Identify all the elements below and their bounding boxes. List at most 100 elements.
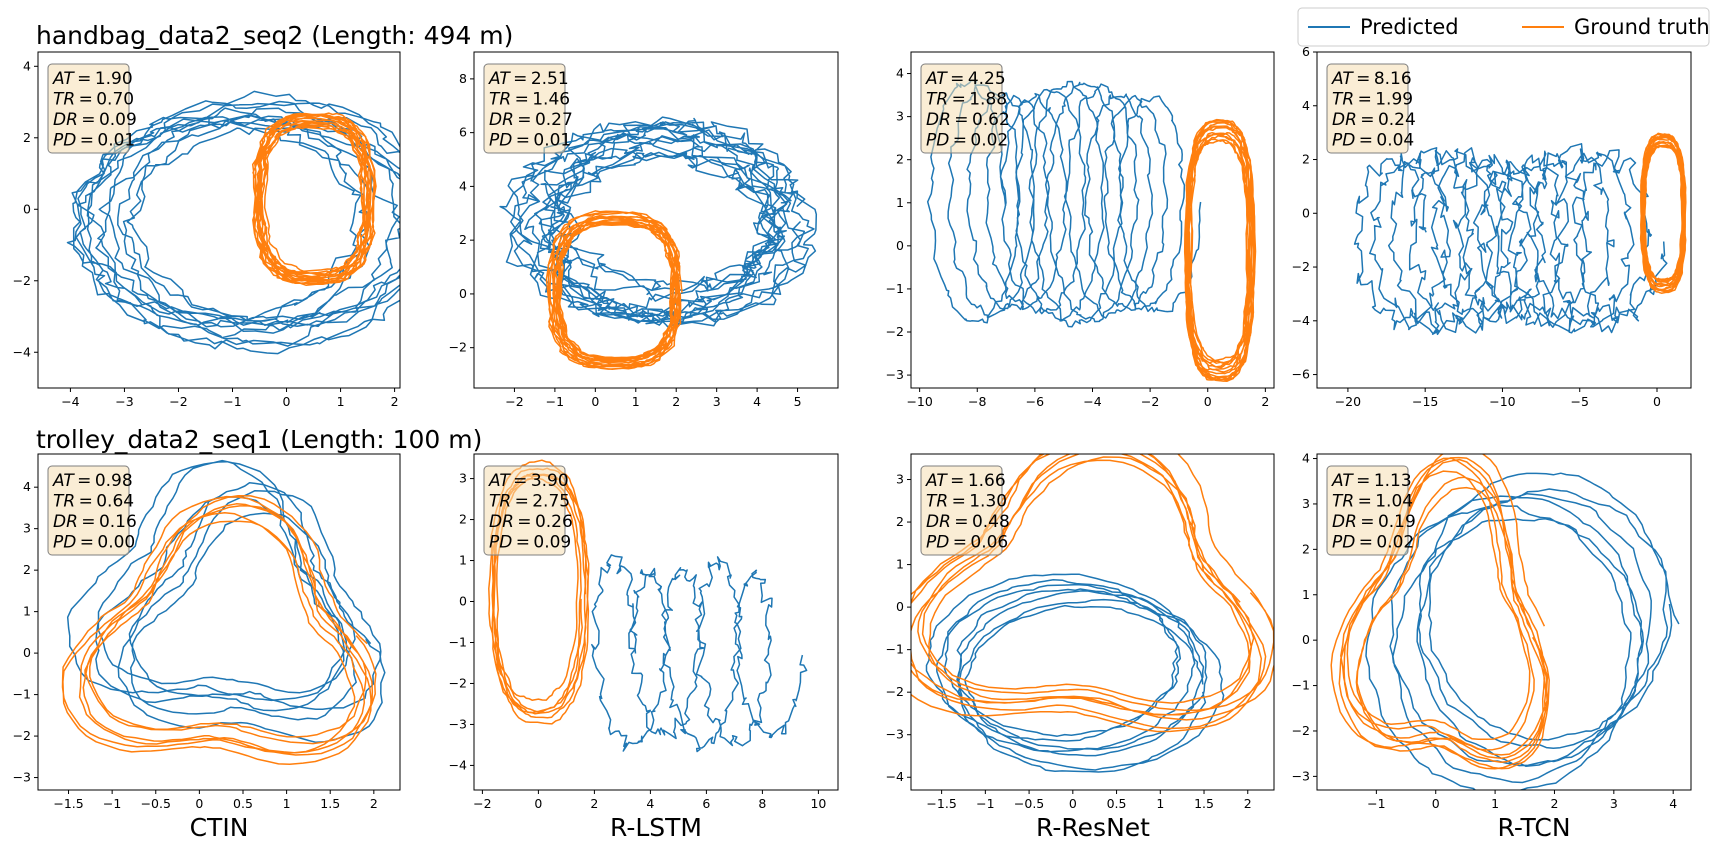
x-tick-label: 4	[646, 796, 654, 811]
y-tick-label: 4	[1302, 451, 1310, 466]
y-tick-label: −4	[886, 769, 904, 784]
panel-trolley-ctin: −1.5 −1 −0.5 0 0.5 1 1.5 2 −3 −2 −1 0 1 2 3 4 AT = 0.98T…	[13, 453, 401, 811]
metric-at: AT = 1.66	[925, 471, 1006, 491]
metrics-box	[920, 63, 1003, 154]
metrics-box	[47, 63, 130, 154]
y-tick-label: 4	[1302, 98, 1310, 113]
y-tick-label: 2	[896, 514, 904, 529]
x-tick-label: −4	[61, 394, 79, 409]
axes-frame	[910, 453, 1275, 791]
metric-dr: DR = 0.48	[926, 512, 1010, 532]
y-tick-label: 0	[459, 286, 467, 301]
metric-dr: DR = 0.62	[926, 110, 1010, 130]
series-line-ground-truth	[1639, 132, 1687, 294]
legend: Predicted Ground truth	[1297, 7, 1710, 47]
x-tick-label: 0	[1432, 796, 1440, 811]
metric-pd: PD = 0.04	[1332, 131, 1414, 151]
x-tick-label: 1	[283, 796, 291, 811]
y-tick-label: 3	[896, 472, 904, 487]
metric-pd: PD = 0.01	[53, 131, 135, 151]
series-line-predicted	[591, 554, 808, 753]
metrics-box	[920, 465, 1003, 556]
metrics-box	[483, 465, 566, 556]
y-tick-label: 2	[23, 130, 31, 145]
y-tick-label: 4	[459, 178, 467, 193]
y-tick-label: −2	[449, 675, 467, 690]
panel-trolley-r-resnet: −1.5 −1 −0.5 0 0.5 1 1.5 2 −4 −3 −2 −1 0 1 2 3 AT = 1.66…	[886, 453, 1275, 811]
y-tick-label: 1	[896, 557, 904, 572]
plot-area	[1353, 132, 1687, 336]
y-tick-label: −2	[886, 684, 904, 699]
metric-pd: PD = 0.00	[53, 533, 135, 553]
y-tick-label: 3	[1302, 496, 1310, 511]
y-tick-label: 6	[459, 125, 467, 140]
metric-tr: TR = 0.64	[53, 492, 134, 512]
series-line-ground-truth	[251, 112, 377, 287]
x-tick-label: −1	[1367, 796, 1385, 811]
y-tick-label: 2	[23, 562, 31, 577]
plot-area	[61, 459, 386, 766]
plot-area	[499, 116, 818, 370]
plot-area	[1330, 454, 1680, 790]
row-title-handbag: handbag_data2_seq2 (Length: 494 m)	[36, 21, 513, 50]
y-tick-label: 3	[896, 109, 904, 124]
y-tick-label: 3	[23, 521, 31, 536]
y-tick-label: 1	[23, 604, 31, 619]
y-tick-label: 2	[1302, 541, 1310, 556]
x-tick-label: 1.5	[1194, 796, 1214, 811]
x-tick-label: 0	[283, 394, 291, 409]
y-tick-label: 4	[23, 479, 31, 494]
metrics-box	[47, 465, 130, 556]
y-tick-label: 0	[896, 238, 904, 253]
x-tick-label: −20	[1335, 394, 1361, 409]
metric-at: AT = 0.98	[52, 471, 133, 491]
metric-tr: TR = 1.88	[926, 90, 1007, 110]
row-title-trolley: trolley_data2_seq1 (Length: 100 m)	[36, 425, 482, 454]
y-tick-label: −6	[1292, 367, 1310, 382]
series-line-predicted	[1353, 143, 1668, 336]
y-tick-label: 0	[1302, 205, 1310, 220]
metric-dr: DR = 0.19	[1332, 512, 1416, 532]
x-tick-label: −4	[1083, 394, 1101, 409]
legend-ground-truth-label: Ground truth	[1574, 15, 1710, 39]
metric-tr: TR = 0.70	[53, 90, 134, 110]
metric-dr: DR = 0.16	[53, 512, 137, 532]
x-tick-label: 2	[370, 796, 378, 811]
metric-tr: TR = 2.75	[489, 492, 570, 512]
y-tick-label: 4	[896, 66, 904, 81]
y-tick-label: 3	[459, 471, 467, 486]
metric-dr: DR = 0.26	[489, 512, 573, 532]
y-tick-label: −3	[1292, 768, 1310, 783]
axes-frame	[37, 453, 401, 791]
y-tick-label: 1	[896, 195, 904, 210]
axes-frame	[473, 51, 839, 389]
x-tick-label: 8	[758, 796, 766, 811]
x-tick-label: 4	[753, 394, 761, 409]
method-label-r-resnet: R-ResNet	[1036, 813, 1150, 842]
x-tick-label: 2	[1261, 394, 1269, 409]
metric-dr: DR = 0.09	[53, 110, 137, 130]
y-tick-label: 0	[23, 201, 31, 216]
x-tick-label: −5	[1571, 394, 1589, 409]
y-tick-label: −2	[13, 273, 31, 288]
series-line-ground-truth	[488, 459, 590, 725]
method-label-r-tcn: R-TCN	[1497, 813, 1570, 842]
x-tick-label: 6	[702, 796, 710, 811]
metric-dr: DR = 0.24	[1332, 110, 1416, 130]
x-tick-label: −15	[1412, 394, 1438, 409]
axes-frame	[473, 453, 839, 791]
y-tick-label: 0	[459, 594, 467, 609]
plot-area	[488, 459, 808, 753]
x-tick-label: 2	[391, 394, 399, 409]
metric-tr: TR = 1.30	[926, 492, 1007, 512]
y-tick-label: −4	[13, 344, 31, 359]
x-tick-label: −2	[505, 394, 523, 409]
metric-pd: PD = 0.09	[489, 533, 571, 553]
x-tick-label: 0.5	[233, 796, 253, 811]
